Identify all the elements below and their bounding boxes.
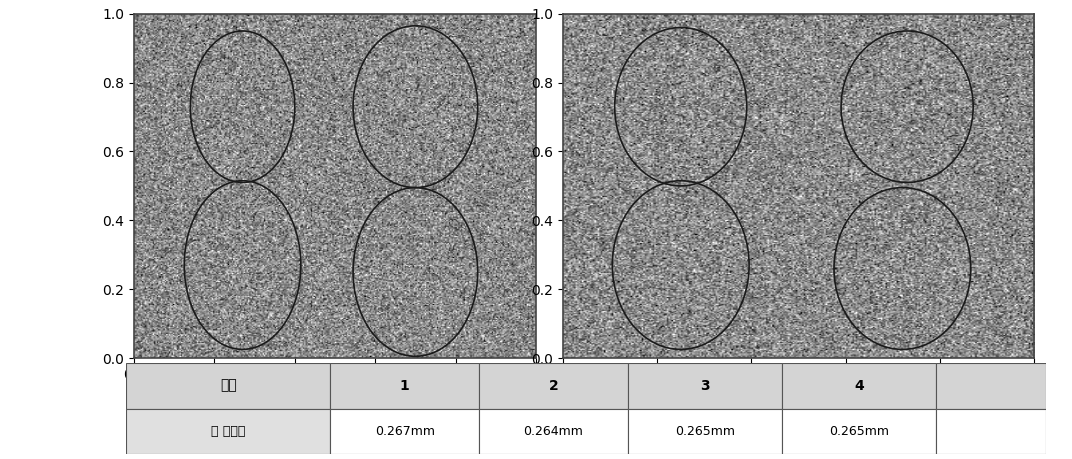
FancyBboxPatch shape: [330, 363, 479, 409]
FancyBboxPatch shape: [479, 409, 628, 454]
FancyBboxPatch shape: [479, 363, 628, 409]
FancyBboxPatch shape: [628, 363, 781, 409]
FancyBboxPatch shape: [126, 363, 330, 409]
FancyBboxPatch shape: [936, 363, 1046, 409]
Text: 0.265mm: 0.265mm: [829, 425, 889, 438]
Text: 1: 1: [400, 379, 410, 392]
FancyBboxPatch shape: [628, 409, 781, 454]
FancyBboxPatch shape: [330, 409, 479, 454]
Text: 홀 사이즈: 홀 사이즈: [211, 425, 245, 438]
FancyBboxPatch shape: [936, 409, 1046, 454]
FancyBboxPatch shape: [126, 409, 330, 454]
Text: 2: 2: [549, 379, 559, 392]
Text: 3: 3: [700, 379, 710, 392]
Text: 0.265mm: 0.265mm: [674, 425, 734, 438]
FancyBboxPatch shape: [781, 363, 936, 409]
Text: 0.267mm: 0.267mm: [374, 425, 434, 438]
Text: 4: 4: [854, 379, 864, 392]
Text: 0.264mm: 0.264mm: [523, 425, 583, 438]
FancyBboxPatch shape: [781, 409, 936, 454]
Text: 시료: 시료: [220, 379, 237, 392]
